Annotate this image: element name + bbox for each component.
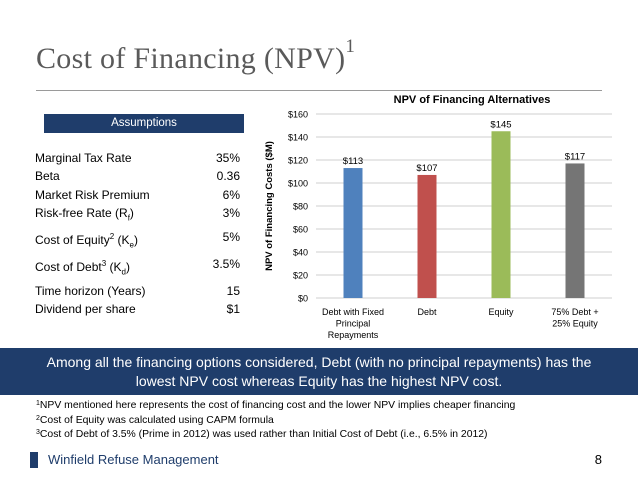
footnote-3-text: Cost of Debt of 3.5% (Prime in 2012) was… (39, 429, 488, 440)
assumption-label: Dividend per share (35, 300, 136, 318)
chart-y-tick-label: $100 (288, 179, 308, 189)
chart-x-tick-label: Repayments (328, 330, 379, 340)
footnote-3: 3Cost of Debt of 3.5% (Prime in 2012) wa… (36, 428, 515, 443)
chart-y-axis-label: NPV of Financing Costs ($M) (264, 141, 275, 271)
footnote-2: 2Cost of Equity was calculated using CAP… (36, 414, 515, 429)
assumptions-heading: Assumptions (44, 114, 244, 133)
assumption-label: Cost of Equity2 (Ke) (35, 228, 138, 255)
chart-x-tick-label: Principal (336, 319, 371, 329)
assumption-row: Beta 0.36 (35, 167, 240, 185)
assumption-row: Dividend per share $1 (35, 300, 240, 318)
footnote-2-text: Cost of Equity was calculated using CAPM… (39, 414, 274, 426)
footnote-1-text: NPV mentioned here represents the cost o… (39, 400, 516, 411)
assumption-label: Marginal Tax Rate (35, 149, 132, 167)
chart-y-tick-label: $20 (293, 271, 308, 281)
chart-x-tick-label: 25% Equity (552, 319, 598, 329)
assumption-row: Time horizon (Years) 15 (35, 282, 240, 300)
assumption-label-part: Beta (35, 169, 60, 184)
footnote-3-number: 3 (36, 429, 40, 436)
slide-title-text: Cost of Financing (NPV) (36, 42, 346, 75)
assumption-row: Market Risk Premium 6% (35, 186, 240, 204)
assumption-label-part: 3 (101, 258, 107, 268)
footnotes: 1NPV mentioned here represents the cost … (36, 399, 515, 443)
chart-bar (491, 131, 511, 298)
assumption-value: 5% (222, 230, 240, 245)
assumption-label-part: f (127, 213, 130, 223)
chart-title: NPV of Financing Alternatives (394, 94, 551, 106)
slide-title: Cost of Financing (NPV)1 (36, 36, 355, 76)
chart-data-label: $113 (343, 156, 363, 167)
assumption-label-part: (K (114, 233, 130, 248)
assumption-label: Market Risk Premium (35, 186, 150, 204)
chart-y-tick-label: $160 (288, 110, 308, 120)
assumption-value: 6% (222, 187, 240, 202)
footnote-1: 1NPV mentioned here represents the cost … (36, 399, 515, 414)
footer-company: Winfield Refuse Management (48, 452, 219, 467)
assumption-row: Marginal Tax Rate 35% (35, 149, 240, 167)
assumption-label-part: 2 (109, 232, 115, 242)
footnote-2-number: 2 (36, 414, 40, 422)
assumption-label-part: d (121, 267, 126, 277)
chart-data-label: $145 (490, 119, 511, 130)
assumption-label-part: Dividend per share (35, 302, 136, 317)
footer-accent-bar (30, 452, 38, 468)
assumption-row: Cost of Debt3 (Kd) 3.5% (35, 255, 240, 282)
assumption-label-part: ) (125, 259, 130, 274)
page-number: 8 (594, 452, 602, 467)
assumption-label-part: Risk-free Rate (R (35, 206, 128, 221)
assumption-label-part: (K (106, 259, 122, 274)
assumptions-list: Marginal Tax Rate 35% Beta 0.36 Market Risk … (35, 149, 240, 318)
chart-x-tick-label: Debt with Fixed (322, 307, 384, 317)
assumption-label-part: Cost of Equity (35, 233, 110, 248)
assumption-label-part: e (129, 240, 134, 250)
assumption-label-part: ) (133, 233, 138, 248)
slide-title-footnote-ref: 1 (345, 36, 356, 57)
footnote-1-number: 1 (36, 400, 40, 407)
assumption-label: Risk-free Rate (Rf) (35, 204, 134, 228)
chart-y-tick-label: $80 (293, 202, 308, 212)
assumption-value: 3.5% (212, 256, 240, 271)
assumption-label-part: Cost of Debt (35, 259, 102, 274)
assumption-row: Risk-free Rate (Rf) 3% (35, 204, 240, 228)
chart-y-tick-label: $60 (293, 225, 308, 235)
chart-bar (343, 168, 363, 298)
chart-x-tick-label: 75% Debt + (551, 307, 598, 317)
chart-x-tick-label: Debt (417, 307, 437, 317)
assumption-label-part: Marginal Tax Rate (35, 151, 132, 165)
assumption-value: 15 (226, 283, 240, 298)
assumption-label-part: ) (129, 206, 134, 221)
assumption-value: $1 (226, 302, 240, 317)
chart-bar (417, 174, 437, 298)
title-divider (36, 90, 602, 91)
assumption-row: Cost of Equity2 (Ke) 5% (35, 228, 240, 255)
summary-line-2: lowest NPV cost whereas Equity has the h… (135, 373, 503, 389)
summary-line-1: Among all the financing options consider… (46, 354, 592, 370)
chart-data-label: $107 (416, 163, 437, 174)
chart-x-tick-label: Equity (488, 307, 514, 317)
chart-y-tick-label: $40 (293, 248, 308, 258)
assumption-value: 35% (215, 151, 240, 165)
npv-bar-chart: NPV of Financing Alternatives NPV of Fina… (264, 94, 612, 340)
npv-chart: NPV of Financing Alternatives NPV of Fina… (260, 88, 620, 346)
assumption-label-part: Time horizon (Years) (35, 283, 146, 298)
chart-y-tick-label: $140 (288, 133, 308, 143)
summary-banner: Among all the financing options consider… (0, 348, 638, 395)
chart-bar (565, 163, 585, 298)
assumption-label: Cost of Debt3 (Kd) (35, 255, 130, 282)
assumption-value: 0.36 (216, 169, 240, 184)
assumption-label: Beta (35, 167, 60, 185)
chart-y-tick-label: $120 (288, 156, 308, 166)
assumption-label: Time horizon (Years) (35, 282, 145, 300)
assumption-value: 3% (222, 206, 240, 221)
assumption-label-part: Market Risk Premium (35, 187, 150, 202)
chart-data-label: $117 (565, 151, 585, 162)
chart-y-tick-label: $0 (298, 294, 308, 304)
